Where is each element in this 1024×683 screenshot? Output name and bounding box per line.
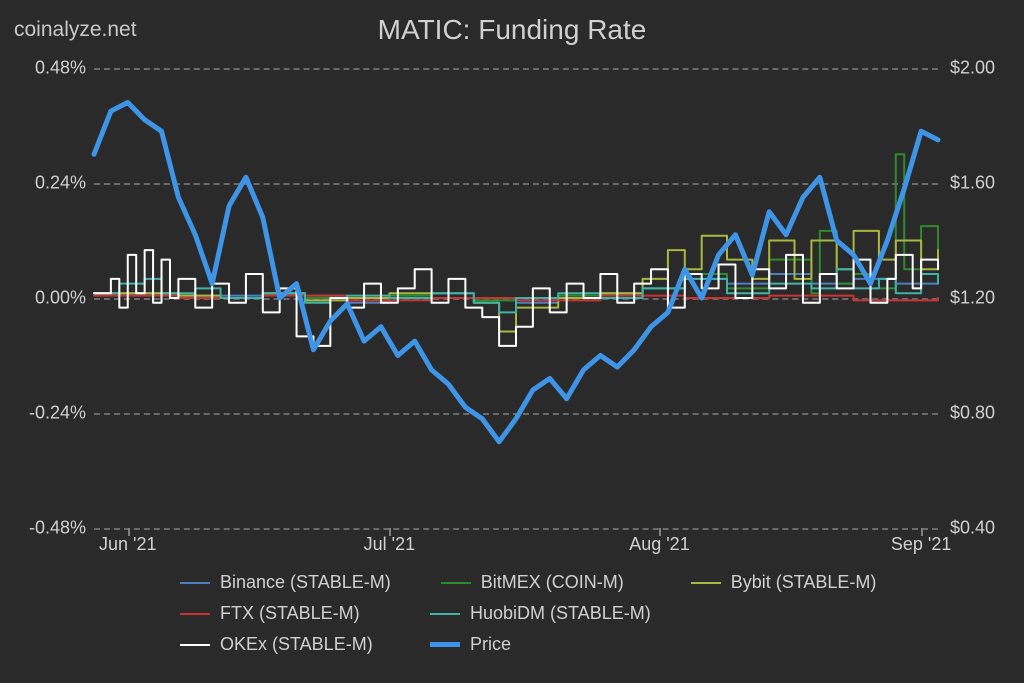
legend-item: HuobiDM (STABLE-M) (430, 603, 651, 624)
legend-label: OKEx (STABLE-M) (220, 634, 373, 655)
legend-swatch (430, 613, 460, 615)
legend-label: Bybit (STABLE-M) (731, 572, 877, 593)
legend-swatch (180, 582, 210, 584)
legend-swatch (180, 613, 210, 615)
legend-label: BitMEX (COIN-M) (481, 572, 624, 593)
legend-label: FTX (STABLE-M) (220, 603, 360, 624)
legend-label: Price (470, 634, 511, 655)
legend-item: Binance (STABLE-M) (180, 572, 391, 593)
legend-label: Binance (STABLE-M) (220, 572, 391, 593)
legend: Binance (STABLE-M) BitMEX (COIN-M) Bybit (… (180, 572, 900, 655)
legend-item: OKEx (STABLE-M) (180, 634, 380, 655)
legend-item: FTX (STABLE-M) (180, 603, 380, 624)
legend-swatch (691, 582, 721, 584)
legend-swatch (441, 582, 471, 584)
legend-label: HuobiDM (STABLE-M) (470, 603, 651, 624)
legend-item: Price (430, 634, 630, 655)
legend-swatch (430, 642, 460, 647)
legend-item: Bybit (STABLE-M) (691, 572, 891, 593)
legend-swatch (180, 644, 210, 646)
legend-item: BitMEX (COIN-M) (441, 572, 641, 593)
